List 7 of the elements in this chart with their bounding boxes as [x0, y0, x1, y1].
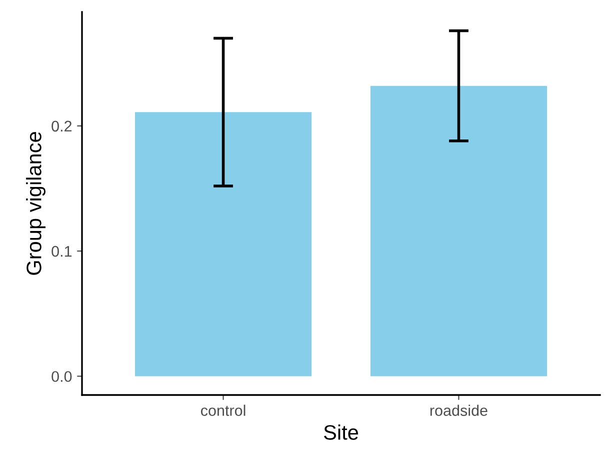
y-tick-label: 0.1: [52, 246, 72, 257]
y-tick-label: 0.0: [52, 371, 72, 382]
y-axis-title: Group vigilance: [26, 132, 46, 275]
y-tick-label: 0.2: [52, 120, 72, 132]
x-axis-title: Site: [324, 424, 358, 440]
x-tick-label: control: [200, 404, 246, 416]
x-tick-label: roadside: [430, 404, 488, 416]
